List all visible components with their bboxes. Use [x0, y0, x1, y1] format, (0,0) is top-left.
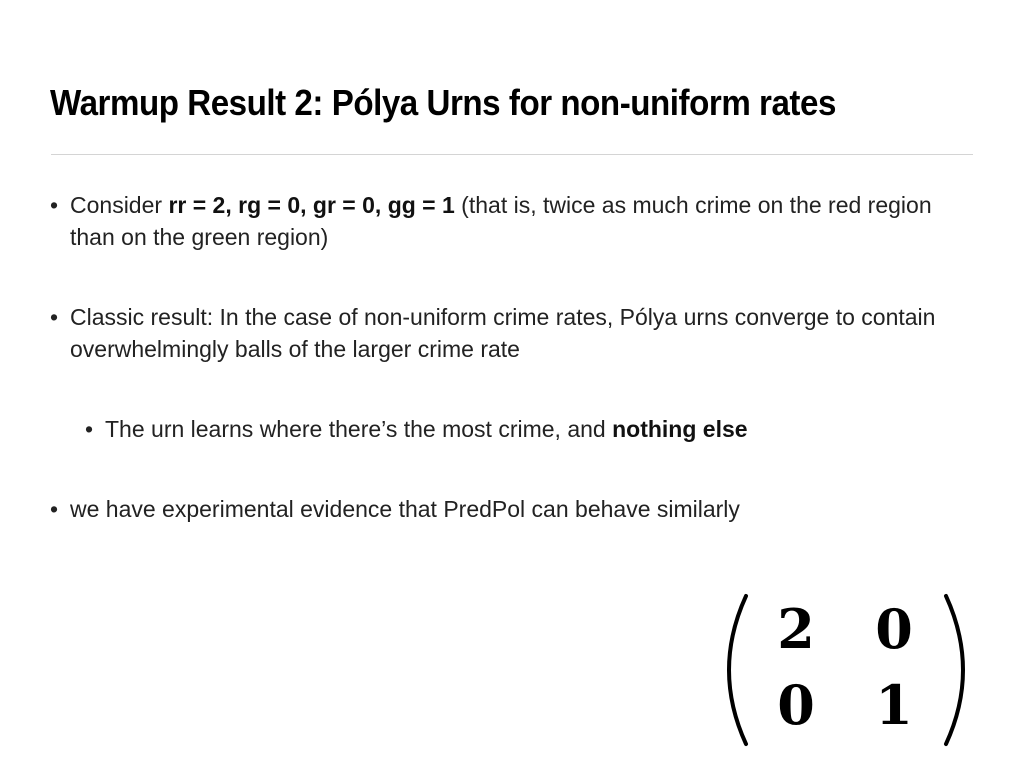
- bullet-3-text: we have experimental evidence that PredP…: [70, 496, 740, 522]
- left-paren: [727, 594, 748, 746]
- bullet-1-bold: rr = 2, rg = 0, gr = 0, gg = 1: [168, 192, 455, 218]
- slide-title: Warmup Result 2: Pólya Urns for non-unif…: [50, 82, 836, 123]
- bullet-1-suffix: (that is, twice as much crime on the red…: [70, 192, 932, 250]
- matrix-cell-r1c1: 2: [777, 597, 815, 661]
- title-divider: [51, 154, 973, 155]
- bullet-dot-icon: •: [50, 192, 59, 218]
- rate-matrix: 2 0 0 1: [708, 590, 984, 750]
- bullet-2-text: Classic result: In the case of non-unifo…: [70, 304, 936, 362]
- sub-bullet-prefix: The urn learns where there’s the most cr…: [105, 416, 613, 442]
- rate-matrix-svg: 2 0 0 1: [727, 594, 965, 746]
- matrix-cell-r2c2: 1: [875, 673, 913, 737]
- bullet-item-2: • Classic result: In the case of non-uni…: [50, 301, 970, 365]
- matrix-cell-r1c2: 0: [875, 597, 913, 661]
- sub-bullet-item: • The urn learns where there’s the most …: [85, 413, 965, 445]
- bullet-dot-icon: •: [85, 416, 94, 442]
- bullet-dot-icon: •: [50, 304, 59, 330]
- bullet-dot-icon: •: [50, 496, 59, 522]
- bullet-item-3: • we have experimental evidence that Pre…: [50, 493, 970, 525]
- sub-bullet-bold: nothing else: [612, 416, 748, 442]
- bullet-1-prefix: Consider: [70, 192, 169, 218]
- right-paren: [944, 594, 965, 746]
- matrix-cell-r2c1: 0: [777, 673, 815, 737]
- bullet-item-1: • Consider rr = 2, rg = 0, gr = 0, gg = …: [50, 189, 970, 253]
